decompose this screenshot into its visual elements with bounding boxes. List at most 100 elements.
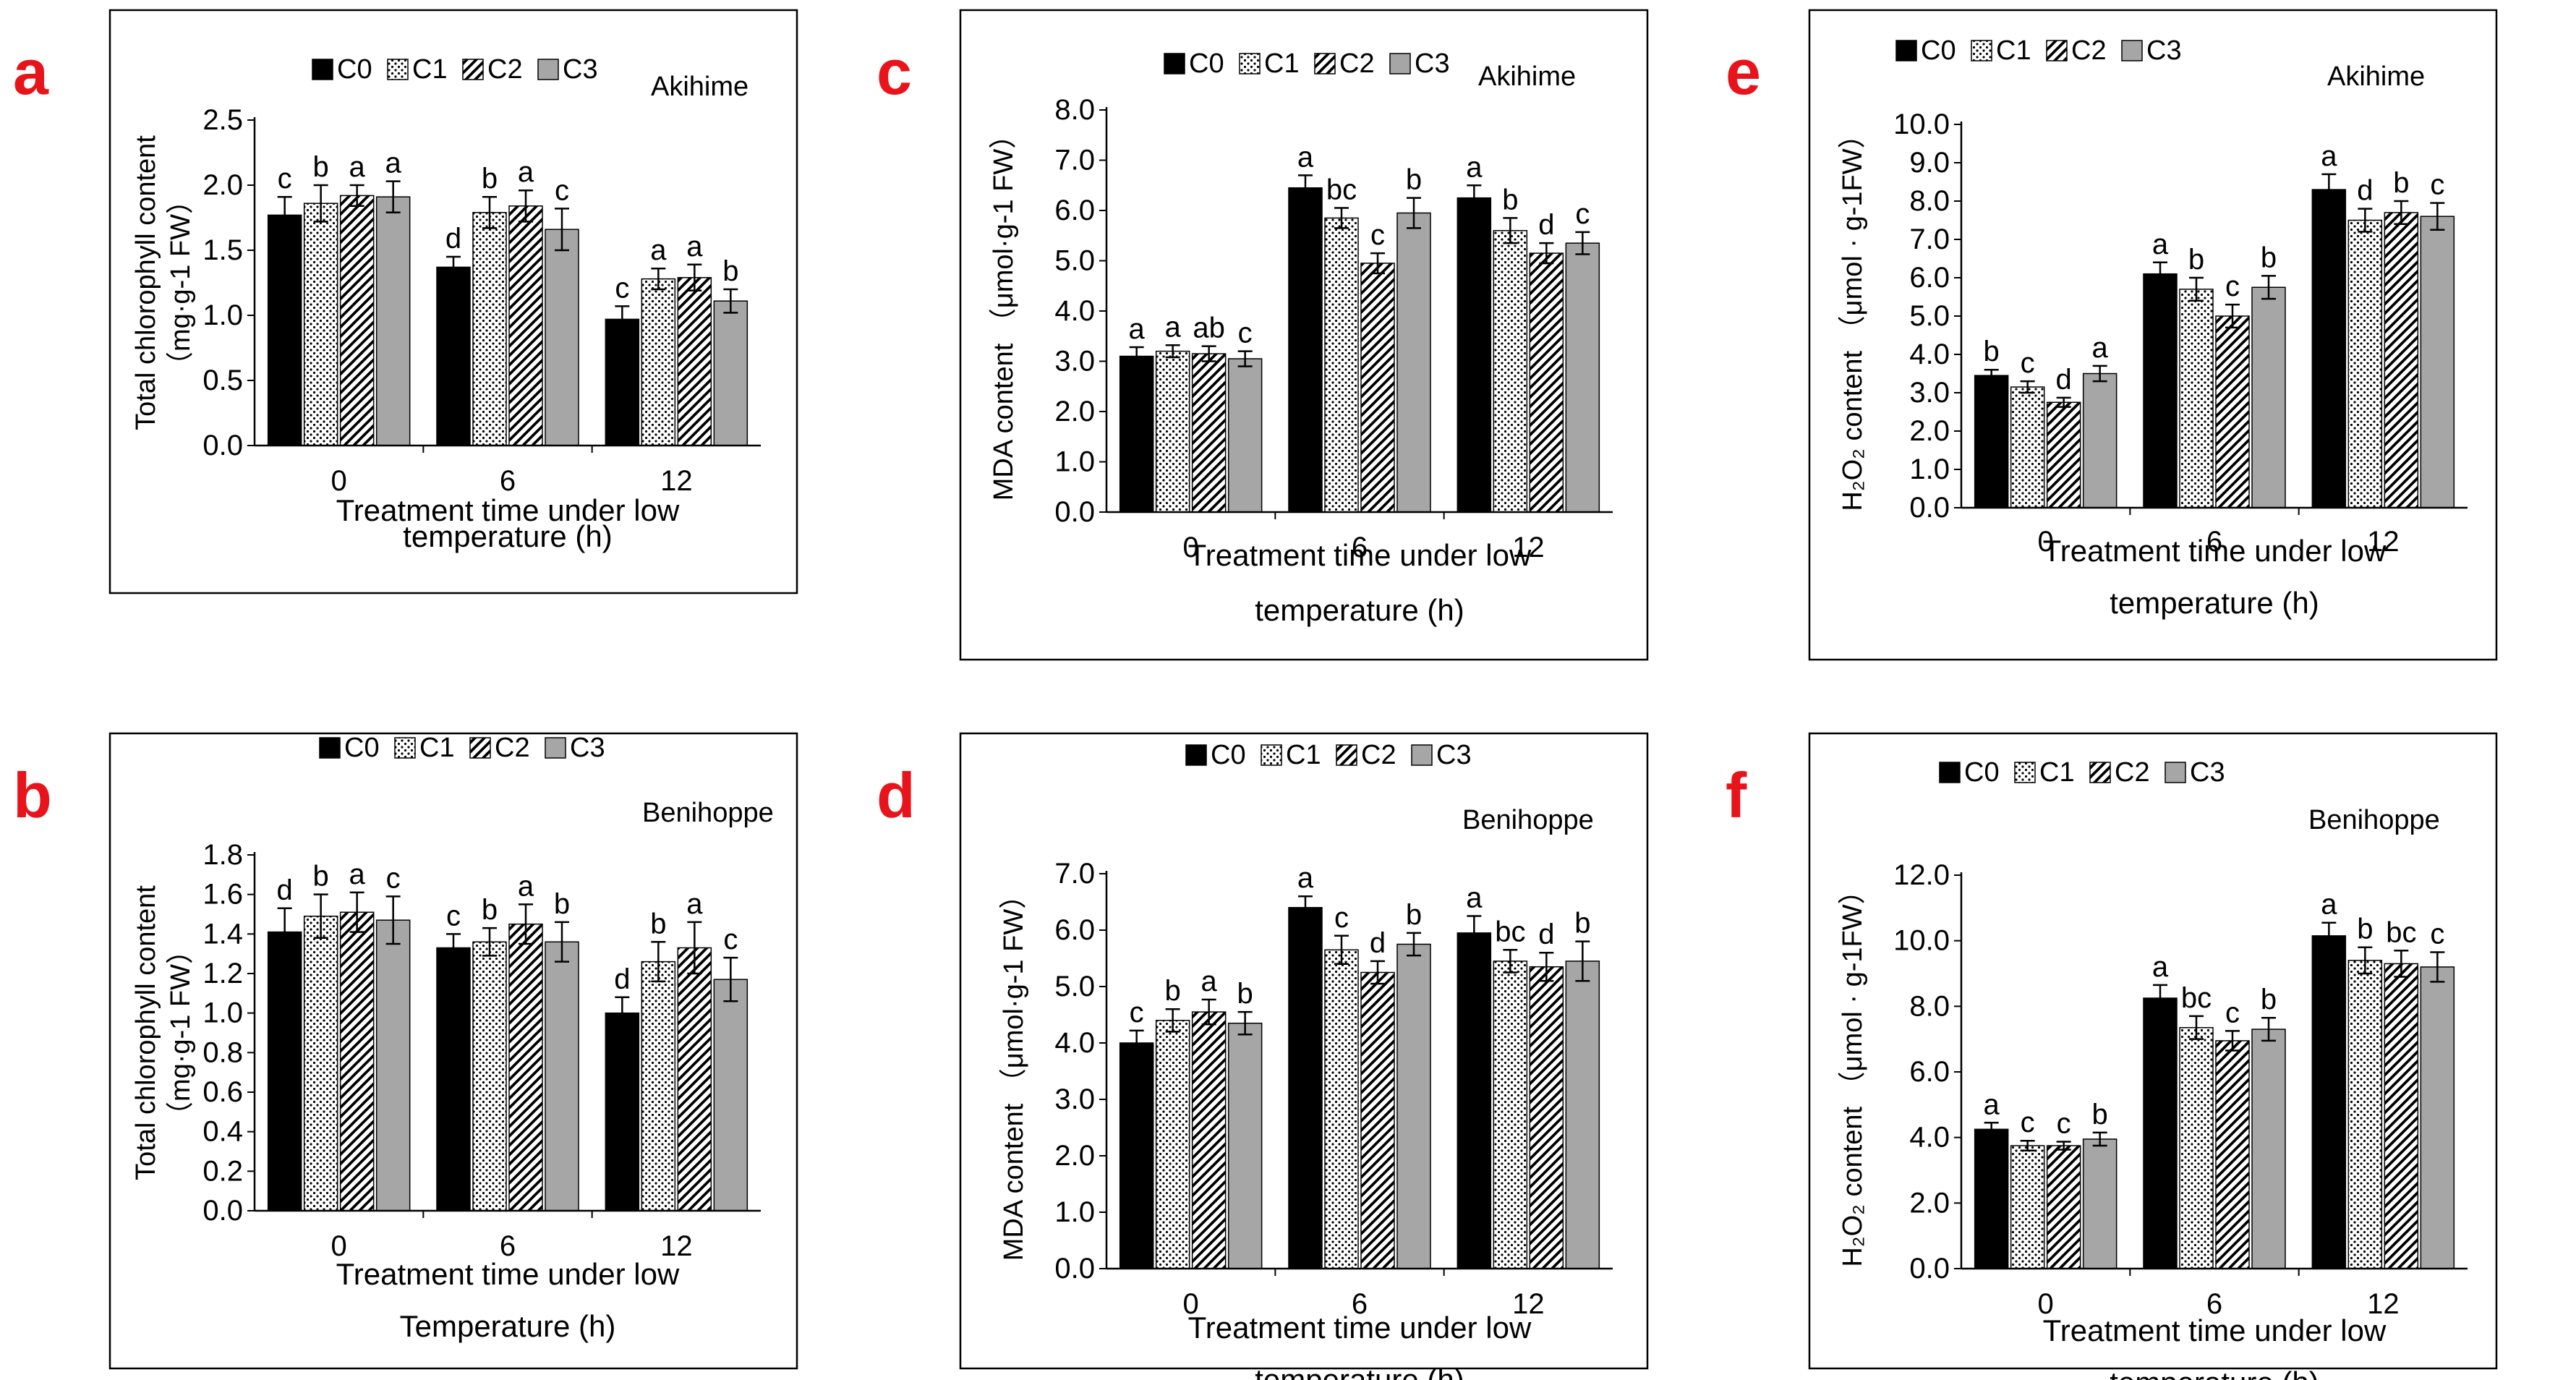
x-tick-label: 12 xyxy=(1512,1288,1545,1320)
bar-c1-6h xyxy=(472,941,507,1211)
significance-letter: c xyxy=(386,862,401,894)
cultivar-label: Akihime xyxy=(1478,61,1576,92)
panel-c-letter: c xyxy=(877,36,912,108)
x-axis-label: Treatment time under low xyxy=(336,1257,680,1291)
bar-c1-6h xyxy=(472,212,507,446)
legend-swatch-c0 xyxy=(1185,744,1207,766)
y-tick-label: 0.2 xyxy=(202,1155,243,1187)
y-tick-label: 1.6 xyxy=(202,879,243,911)
significance-letter: bc xyxy=(2386,916,2416,948)
x-axis-label: Treatment time under low xyxy=(1188,538,1532,572)
legend-label-c0: C0 xyxy=(1964,757,2000,788)
y-tick-label: 1.2 xyxy=(202,958,243,989)
significance-letter: c xyxy=(1575,198,1590,230)
significance-letter: b xyxy=(2261,984,2277,1015)
legend-label-c2: C2 xyxy=(1339,48,1375,79)
significance-letter: c xyxy=(723,924,738,955)
cultivar-label: Akihime xyxy=(651,72,749,102)
y-tick-label: 5.0 xyxy=(1909,300,1950,332)
legend-swatch-c1 xyxy=(1239,53,1261,74)
significance-letter: b xyxy=(313,861,329,893)
bar-c2-12h xyxy=(1529,252,1564,513)
significance-letter: b xyxy=(1406,164,1422,196)
significance-letter: c xyxy=(615,272,629,304)
bar-c3-12h xyxy=(713,300,749,446)
bar-c2-6h xyxy=(2215,1040,2250,1269)
bar-c2-0h xyxy=(339,911,375,1211)
bar-c2-12h xyxy=(677,947,712,1211)
y-axis-label: MDA content （μmol·g-1 FW） xyxy=(989,122,1019,501)
significance-letter: a xyxy=(2092,332,2109,364)
significance-letter: b xyxy=(722,255,738,287)
legend-swatch-c2 xyxy=(2046,40,2068,61)
y-tick-label: 3.0 xyxy=(1054,346,1095,378)
significance-letter: c xyxy=(2225,997,2240,1028)
legend-swatch-c2 xyxy=(469,737,491,759)
legend-label-c3: C3 xyxy=(1415,48,1450,79)
y-tick-label: 0.4 xyxy=(202,1116,243,1148)
bar-c3-0h xyxy=(375,919,411,1211)
x-axis-label: temperature (h) xyxy=(1255,1363,1464,1380)
x-tick-label: 12 xyxy=(1512,532,1545,563)
legend-label-c1: C1 xyxy=(412,54,448,85)
bar-c1-6h xyxy=(1324,949,1359,1269)
x-tick-label: 12 xyxy=(660,465,693,497)
bar-c1-6h xyxy=(2179,1027,2214,1269)
bar-c2-0h xyxy=(2046,401,2081,508)
y-tick-label: 8.0 xyxy=(1054,94,1095,126)
panel-a-letter: a xyxy=(13,36,49,108)
legend-label-c2: C2 xyxy=(487,54,523,85)
bar-c3-6h xyxy=(2251,286,2286,508)
y-tick-label: 0.0 xyxy=(1909,492,1950,524)
significance-letter: c xyxy=(2021,347,2035,379)
bar-c1-0h xyxy=(303,915,338,1211)
significance-letter: c xyxy=(1238,318,1253,349)
cultivar-label: Akihime xyxy=(2327,61,2425,92)
x-tick-label: 12 xyxy=(660,1230,693,1262)
significance-letter: a xyxy=(686,888,703,920)
legend-label-c1: C1 xyxy=(1286,740,1321,770)
x-tick-label: 6 xyxy=(500,465,516,497)
y-tick-label: 0.0 xyxy=(202,430,243,461)
significance-letter: c xyxy=(1130,997,1144,1028)
significance-letter: d xyxy=(445,223,461,255)
legend-swatch-c2 xyxy=(462,59,484,80)
y-axis-label: Total chlorophyll content xyxy=(131,885,161,1180)
y-tick-label: 1.0 xyxy=(202,299,243,331)
bar-c1-12h xyxy=(1493,230,1528,513)
panel-f: f C0 C1 C2 C3 Benihoppe 0.0 2.0 4.0 6.0 8.0 10.0 12… xyxy=(1726,732,2498,1380)
legend-label-c3: C3 xyxy=(2190,757,2225,788)
significance-letter: bc xyxy=(1495,916,1525,947)
significance-letter: b xyxy=(2393,167,2409,199)
bar-c0-0h xyxy=(1974,1128,2009,1269)
significance-letter: d xyxy=(1370,927,1386,959)
bar-c0-0h xyxy=(1974,375,2009,508)
legend-label-c0: C0 xyxy=(337,54,372,85)
bar-c1-12h xyxy=(2347,219,2383,508)
y-axis-label: （mg·g-1 FW） xyxy=(166,937,196,1129)
bar-c1-6h xyxy=(2179,289,2214,508)
significance-letter: b xyxy=(2092,1099,2108,1130)
x-tick-label: 0 xyxy=(2038,1288,2054,1320)
y-tick-label: 1.4 xyxy=(202,918,243,950)
significance-letter: c xyxy=(2021,1107,2035,1138)
x-axis-label: temperature (h) xyxy=(2110,586,2319,620)
legend-label-c3: C3 xyxy=(2146,35,2182,66)
legend-swatch-c1 xyxy=(394,737,416,759)
significance-letter: d xyxy=(2056,364,2072,396)
y-tick-label: 1.0 xyxy=(1054,1196,1095,1228)
legend-swatch-c2 xyxy=(1336,744,1357,766)
significance-letter: b xyxy=(1237,978,1253,1010)
y-tick-label: 1.8 xyxy=(202,839,243,871)
legend-swatch-c3 xyxy=(545,737,566,759)
significance-letter: d xyxy=(277,874,293,906)
bar-c0-0h xyxy=(267,214,302,446)
y-tick-label: 7.0 xyxy=(1909,223,1950,255)
significance-letter: a xyxy=(1165,311,1182,343)
y-tick-label: 1.5 xyxy=(202,234,243,266)
bar-c0-6h xyxy=(2143,997,2178,1269)
panel-e-chart: C0 C1 C2 C3 Akihime 0.0 1.0 2.0 3.0 4.0 5.0 6.0 7.0 8… xyxy=(1838,35,2468,620)
